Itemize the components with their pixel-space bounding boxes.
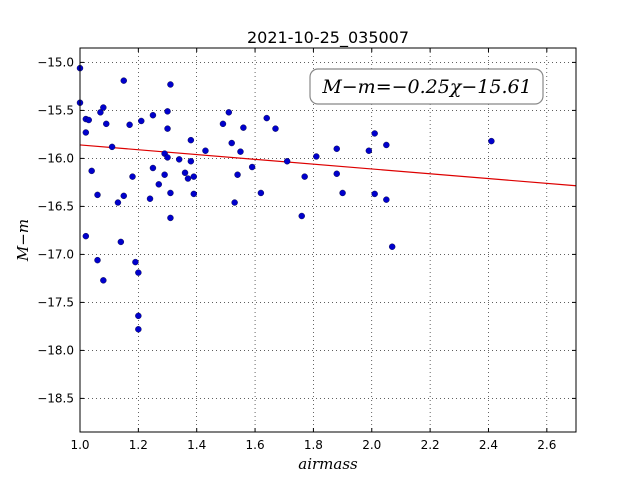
y-axis-label: M−m: [14, 219, 32, 262]
y-ticks: −15.0 −15.5 −16.0 −16.5 −17.0 −17.5 −18.0 −18.5: [37, 55, 576, 405]
data-point: [100, 277, 107, 284]
data-point: [237, 148, 244, 155]
data-point: [120, 192, 127, 200]
data-point: [164, 154, 171, 161]
x-tick-label: 1.2: [129, 438, 148, 452]
data-point: [126, 121, 133, 129]
data-point: [365, 147, 373, 154]
data-point: [94, 256, 101, 264]
data-point: [488, 137, 495, 145]
data-point: [301, 173, 308, 180]
equation-box-frame: [309, 68, 544, 105]
data-point: [132, 258, 139, 266]
equation-text: M−m=−0.25χ−15.61: [321, 76, 531, 98]
x-tick-label: 2.4: [479, 438, 498, 452]
data-point: [135, 326, 142, 333]
data-point: [187, 136, 195, 144]
x-tick-label: 2.0: [362, 438, 381, 452]
data-point: [263, 114, 270, 122]
data-point: [257, 189, 265, 197]
y-tick-label: −18.0: [37, 343, 74, 357]
data-point: [272, 125, 279, 132]
data-point: [234, 171, 241, 178]
data-point: [164, 125, 171, 132]
data-point: [371, 190, 378, 198]
x-tick-label: 1.4: [187, 438, 206, 452]
data-point: [190, 173, 197, 180]
x-tick-label: 1.8: [304, 438, 323, 452]
data-point: [164, 108, 171, 115]
data-point: [149, 111, 157, 119]
data-point: [82, 129, 90, 136]
y-tick-label: −16.5: [37, 199, 74, 213]
data-point: [313, 153, 320, 160]
equation-box: M−m=−0.25χ−15.61: [309, 68, 544, 105]
data-point: [187, 158, 195, 165]
data-point: [339, 189, 346, 197]
data-point: [231, 199, 238, 206]
y-tick-label: −16.0: [37, 151, 74, 165]
data-point: [383, 141, 390, 149]
data-point: [129, 173, 136, 180]
data-point: [228, 139, 235, 147]
y-tick-label: −15.5: [37, 103, 74, 117]
data-point: [117, 238, 125, 246]
data-point: [108, 143, 116, 151]
data-point: [219, 120, 227, 128]
data-point: [149, 164, 157, 172]
data-point: [333, 170, 340, 177]
data-point: [100, 104, 107, 111]
data-point: [167, 189, 174, 197]
data-point: [88, 167, 95, 175]
data-point: [94, 191, 101, 199]
data-point: [240, 124, 247, 131]
data-point: [190, 190, 197, 198]
y-tick-label: −15.0: [37, 55, 74, 69]
data-point: [161, 171, 168, 178]
data-point: [175, 156, 183, 163]
data-point: [202, 147, 209, 154]
grid: [79, 48, 576, 432]
data-point: [167, 214, 174, 222]
plot-frame: [79, 47, 577, 433]
x-tick-label: 2.6: [537, 438, 556, 452]
data-point: [181, 169, 189, 177]
y-tick-label: −17.0: [37, 247, 74, 261]
data-point: [333, 145, 340, 153]
y-tick-label: −18.5: [37, 391, 74, 405]
points-layer: [76, 64, 495, 333]
data-point: [85, 116, 92, 124]
data-point: [167, 81, 174, 88]
data-point: [138, 117, 145, 125]
data-point: [184, 175, 192, 182]
y-tick-label: −17.5: [37, 295, 74, 309]
x-tick-label: 2.2: [421, 438, 440, 452]
data-point: [371, 130, 378, 137]
x-tick-label: 1.0: [70, 438, 89, 452]
data-point: [135, 269, 142, 276]
data-point: [283, 158, 291, 165]
data-point: [298, 212, 305, 220]
data-point: [146, 195, 154, 202]
data-point: [388, 243, 396, 250]
data-point: [82, 232, 90, 240]
data-point: [103, 120, 110, 128]
data-point: [97, 109, 104, 116]
data-point: [135, 312, 142, 320]
data-point: [120, 77, 127, 84]
data-point: [114, 199, 122, 206]
data-point: [248, 163, 256, 171]
chart-title: 2021-10-25_035007: [247, 28, 409, 48]
data-point: [155, 181, 162, 188]
x-axis-label: airmass: [298, 455, 358, 473]
data-point: [225, 109, 233, 116]
data-point: [383, 196, 390, 203]
x-tick-label: 1.6: [246, 438, 265, 452]
x-ticks: 1.0 1.2 1.4 1.6 1.8 2.0 2.2 2.4 2.6: [70, 48, 556, 452]
